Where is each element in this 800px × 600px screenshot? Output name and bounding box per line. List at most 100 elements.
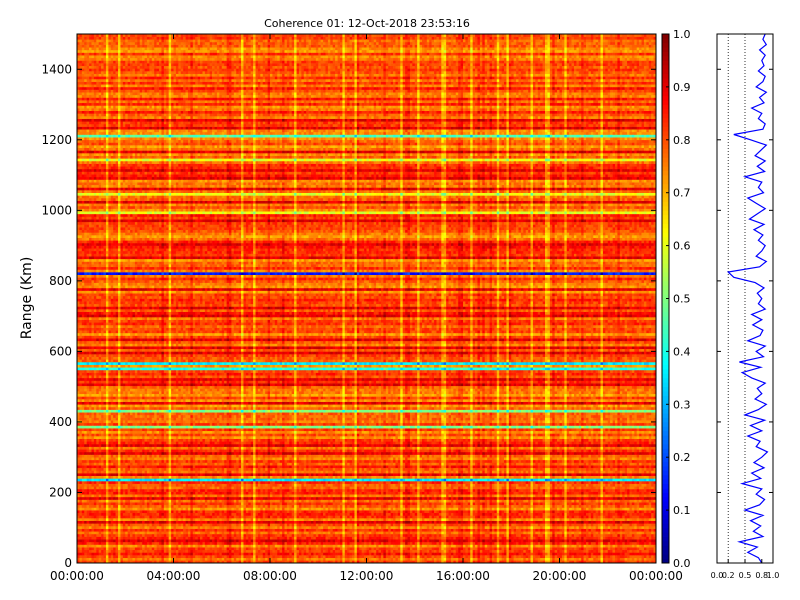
heatmap-cell [301,552,304,555]
heatmap-cell [586,558,589,561]
heatmap-cell [533,555,536,558]
heatmap-cell [482,555,485,558]
heatmap-cell [171,552,174,555]
heatmap-cell [205,558,208,561]
heatmap-cell [270,555,273,558]
heatmap-cell [294,552,297,555]
heatmap-cell [374,555,377,558]
heatmap-cell [439,558,442,561]
heatmap-cell [325,558,328,561]
heatmap-cell [569,558,572,561]
heatmap-cell [615,558,618,561]
heatmap-cell [627,558,630,561]
heatmap-cell [82,555,85,558]
heatmap-cell [444,555,447,558]
heatmap-cell [256,555,259,558]
heatmap-cell [369,555,372,558]
heatmap-cell [101,558,104,561]
heatmap-cell [420,555,423,558]
heatmap-cell [222,552,225,555]
heatmap-cell [210,558,213,561]
heatmap-cell [84,552,87,555]
heatmap-cell [651,558,654,561]
heatmap-cell [567,555,570,558]
heatmap-cell [301,558,304,561]
heatmap-cell [482,558,485,561]
heatmap-cell [157,558,160,561]
heatmap-cell [371,555,374,558]
heatmap-cell [465,555,468,558]
heatmap-cell [441,555,444,558]
heatmap-cell [224,552,227,555]
heatmap-cell [463,555,466,558]
heatmap-cell [87,552,90,555]
heatmap-cell [338,552,341,555]
heatmap-cell [405,558,408,561]
heatmap-cell [531,555,534,558]
heatmap-cell [509,555,512,558]
heatmap-cell [125,555,128,558]
heatmap-cell [557,555,560,558]
heatmap-cell [309,555,312,558]
heatmap-cell [415,552,418,555]
heatmap-cell [398,558,401,561]
heatmap-cell [497,558,500,561]
heatmap-cell [118,555,121,558]
heatmap-cell [330,558,333,561]
heatmap-cell [323,555,326,558]
heatmap-cell [415,558,418,561]
heatmap-cell [412,555,415,558]
heatmap-cell [260,555,263,558]
heatmap-cell [137,558,140,561]
heatmap-cell [253,555,256,558]
heatmap-cell [140,552,143,555]
heatmap-cell [400,555,403,558]
heatmap-cell [125,552,128,555]
heatmap-cell [398,555,401,558]
heatmap-cell [212,558,215,561]
heatmap-cell [190,552,193,555]
heatmap-cell [598,558,601,561]
heatmap-cell [511,555,514,558]
heatmap-cell [369,558,372,561]
heatmap-cell [504,552,507,555]
heatmap-cell [174,555,177,558]
heatmap-cell [108,558,111,561]
heatmap-cell [516,552,519,555]
heatmap-cell [99,552,102,555]
heatmap-cell [289,552,292,555]
heatmap-cell [453,558,456,561]
heatmap-cell [181,558,184,561]
heatmap-cell [555,555,558,558]
heatmap-cell [207,555,210,558]
heatmap-cell [338,555,341,558]
heatmap-cell [441,552,444,555]
heatmap-cell [263,558,266,561]
heatmap-cell [352,558,355,561]
heatmap-cell [306,558,309,561]
heatmap-cell [357,555,360,558]
heatmap-cell [183,558,186,561]
heatmap-cell [241,555,244,558]
heatmap-cell [502,558,505,561]
heatmap-cell [545,555,548,558]
heatmap-cell [89,555,92,558]
heatmap-cell [202,555,205,558]
heatmap-cell [391,552,394,555]
heatmap-cell [207,552,210,555]
heatmap-cell [601,558,604,561]
heatmap-cell [330,555,333,558]
heatmap-cell [465,558,468,561]
heatmap-cell [453,555,456,558]
heatmap-cell [251,555,254,558]
heatmap-cell [477,558,480,561]
heatmap-cell [535,558,538,561]
heatmap-cell [456,552,459,555]
heatmap-cell [202,558,205,561]
heatmap-cell [287,555,290,558]
heatmap-cell [506,555,509,558]
heatmap-cell [159,552,162,555]
heatmap-cell [371,558,374,561]
heatmap-cell [236,558,239,561]
heatmap-cell [588,555,591,558]
